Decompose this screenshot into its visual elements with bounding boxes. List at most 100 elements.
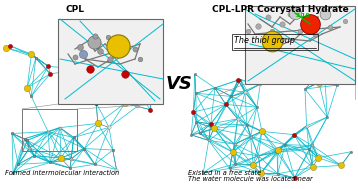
Point [235, 78, 241, 81]
Point [338, 164, 344, 167]
Point [15, 163, 21, 166]
Point [256, 154, 261, 157]
Point [132, 47, 138, 50]
Bar [58, 19, 163, 104]
Point [113, 168, 119, 171]
Point [306, 148, 312, 151]
Point [310, 166, 315, 169]
Point [91, 40, 97, 43]
Point [322, 78, 328, 81]
Point [193, 121, 199, 124]
Point [322, 12, 328, 15]
Point [297, 29, 303, 33]
Point [197, 132, 203, 135]
Point [274, 151, 280, 154]
Point [150, 81, 155, 84]
Point [254, 106, 260, 109]
Point [7, 44, 13, 47]
Bar [22, 109, 77, 151]
Point [327, 26, 333, 29]
Point [3, 46, 9, 50]
Point [22, 137, 28, 140]
Point [125, 78, 131, 81]
Point [258, 172, 263, 175]
Point [77, 46, 83, 49]
Point [150, 72, 156, 75]
Point [190, 110, 196, 113]
Point [200, 171, 206, 174]
Point [324, 116, 330, 119]
Point [315, 156, 321, 159]
Point [122, 102, 127, 105]
Point [223, 103, 229, 106]
Point [227, 167, 232, 170]
Bar [232, 34, 318, 50]
Point [9, 132, 15, 135]
Point [147, 67, 153, 70]
Text: The water molecule was located near: The water molecule was located near [188, 176, 313, 182]
Point [137, 57, 143, 60]
Point [188, 133, 194, 136]
Point [232, 162, 238, 165]
Point [309, 144, 315, 147]
Point [248, 135, 253, 138]
Point [244, 123, 250, 126]
Point [92, 163, 98, 166]
Point [10, 172, 16, 175]
Point [45, 65, 51, 68]
Point [259, 130, 265, 133]
Point [45, 130, 51, 133]
Point [212, 86, 218, 89]
Point [211, 127, 217, 130]
Text: Formed intermolecular interaction: Formed intermolecular interaction [5, 170, 119, 176]
Bar [245, 6, 355, 84]
Point [26, 147, 32, 150]
Point [105, 36, 111, 39]
Point [47, 72, 53, 75]
Point [235, 117, 241, 120]
Point [115, 44, 121, 47]
Point [275, 148, 281, 151]
Point [68, 157, 74, 160]
Point [304, 124, 309, 127]
Point [342, 19, 348, 22]
Point [192, 73, 198, 76]
Point [106, 126, 112, 129]
Point [58, 157, 64, 160]
Point [242, 91, 248, 94]
Point [265, 15, 271, 19]
Point [28, 95, 34, 98]
Point [57, 126, 63, 129]
Point [275, 172, 281, 175]
Point [312, 33, 318, 36]
Point [147, 108, 153, 111]
Point [129, 50, 135, 53]
Point [193, 92, 199, 95]
Point [24, 86, 30, 89]
Point [230, 150, 236, 153]
Point [107, 57, 113, 60]
Point [94, 72, 100, 75]
Point [348, 150, 354, 153]
Point [97, 50, 103, 53]
Text: 3.10: 3.10 [296, 13, 310, 18]
Point [208, 122, 214, 125]
Point [29, 53, 34, 56]
Point [229, 95, 234, 98]
Point [80, 53, 86, 56]
Point [292, 176, 297, 179]
Point [316, 81, 322, 84]
Point [71, 136, 77, 139]
Point [134, 105, 140, 108]
Text: The thiol group: The thiol group [234, 36, 295, 45]
Point [72, 56, 78, 59]
Point [257, 83, 263, 86]
Point [245, 29, 251, 33]
Point [292, 12, 298, 15]
Point [95, 122, 101, 125]
Point [206, 139, 212, 142]
Point [82, 147, 87, 150]
Point [31, 154, 37, 157]
Point [122, 73, 128, 76]
Point [93, 54, 99, 57]
